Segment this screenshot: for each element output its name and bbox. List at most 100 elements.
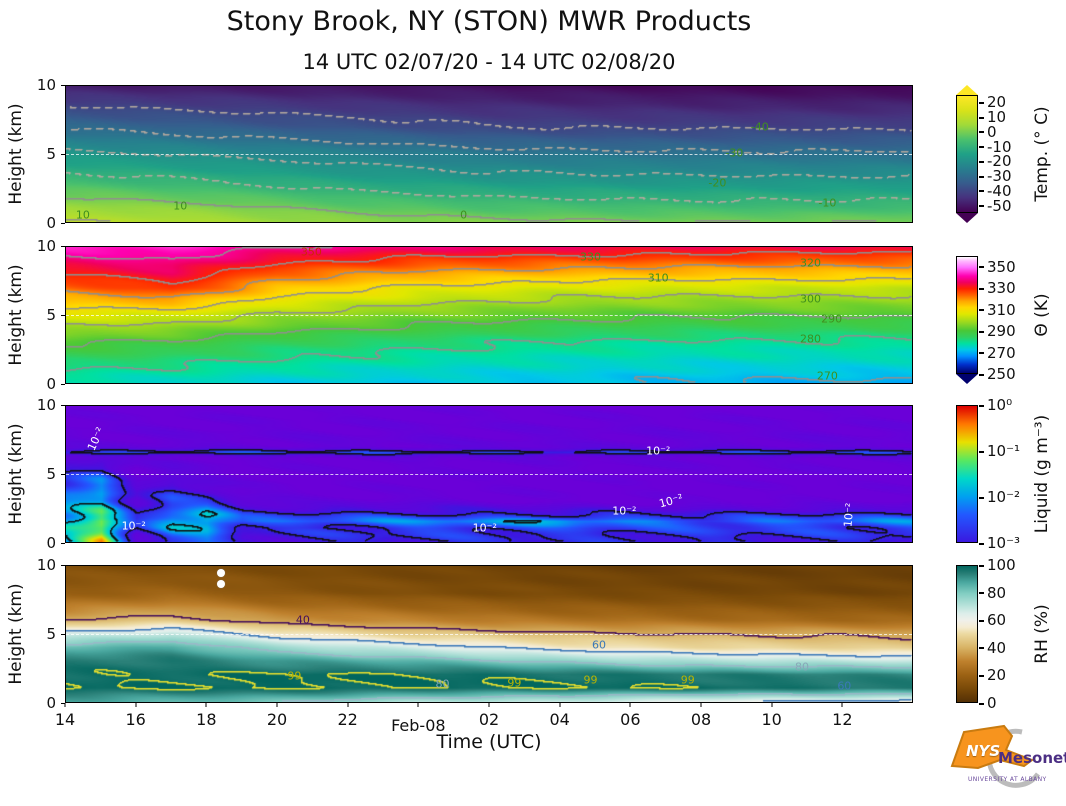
y-tick-label: 0: [46, 534, 56, 552]
colorbar-tick-label: 310: [979, 301, 1016, 319]
x-tick-label: 12: [832, 710, 853, 729]
colorbar-tick-label: 80: [979, 584, 1006, 602]
colorbar-gradient: [956, 256, 978, 374]
colorbar-tick-label: -20: [979, 152, 1012, 170]
x-tick-label: 16: [125, 710, 146, 729]
colorbar-ticks: 10⁰ 10⁻¹ 10⁻² 10⁻³: [956, 396, 1026, 552]
y-tick-mark: [61, 474, 65, 475]
x-tick-mark: [629, 703, 631, 707]
x-tick-mark: [488, 703, 490, 707]
x-tick-label: 04: [549, 710, 570, 729]
colorbar-tick-label: 330: [979, 279, 1016, 297]
colorbar-tick-label: 10: [979, 108, 1006, 126]
x-tick-label: 14: [54, 710, 76, 729]
colorbar-tick-label: 60: [979, 611, 1006, 629]
rh-heatmap-canvas: [66, 566, 912, 702]
y-tick-mark: [61, 634, 65, 635]
x-tick-label: 22: [337, 710, 358, 729]
y-tick-label: 10: [36, 237, 56, 255]
colorbar-ticks: 100 80 60 40 20 0: [956, 556, 1026, 712]
panel-theta: Height (km) 10 5 0 350 330 320 310 300 290 280 27…: [0, 237, 1066, 393]
colorbar-label: RH (%): [1032, 604, 1052, 664]
colorbar-gradient: [956, 95, 978, 213]
y-tick-label: 0: [46, 375, 56, 393]
colorbar-tick-label: 10⁻²: [979, 488, 1020, 506]
colorbar-tick-label: 350: [979, 258, 1016, 276]
colorbar-tick-label: 270: [979, 344, 1016, 362]
x-tick-mark: [771, 703, 773, 707]
y-tick-mark: [61, 223, 65, 224]
y-tick-label: 10: [36, 556, 56, 574]
y-tick-mark: [61, 405, 65, 406]
y-tick-mark: [61, 315, 65, 316]
colorbar-tick-label: 10⁻¹: [979, 442, 1020, 460]
x-tick-label: 08: [690, 710, 712, 729]
y-tick-label: 10: [36, 396, 56, 414]
figure-title: Stony Brook, NY (STON) MWR Products: [226, 6, 752, 37]
y-tick-mark: [61, 703, 65, 704]
colorbar-tick-label: 40: [979, 639, 1006, 657]
y-tick-mark: [61, 246, 65, 247]
rh-colorbar: 100 80 60 40 20 0 RH (%): [956, 556, 1066, 712]
x-axis-label: Time (UTC): [436, 731, 542, 753]
y-axis-ticks: 10 5 0: [0, 76, 65, 232]
logo-name-text: Mesonet: [998, 749, 1066, 767]
colorbar-gradient: [956, 405, 978, 543]
colorbar-arrow-top: [956, 246, 978, 256]
x-tick-label: Feb-08: [391, 716, 446, 735]
logo-org-text: NYS: [966, 742, 1001, 760]
rh-plot-area: 40 60 60 99 80 99 99 99 80: [65, 565, 913, 703]
y-tick-mark: [61, 384, 65, 385]
colorbar-tick-label: 0: [979, 694, 997, 712]
colorbar-tick-label: 10⁰: [979, 396, 1012, 414]
x-tick-label: 18: [196, 710, 217, 729]
figure-subtitle: 14 UTC 02/07/20 - 14 UTC 02/08/20: [302, 50, 676, 74]
y-tick-label: 10: [36, 76, 56, 94]
y-axis-ticks: 10 5 0: [0, 556, 65, 712]
colorbar-arrow-top: [956, 85, 978, 95]
y-tick-label: 5: [46, 465, 56, 483]
colorbar-label: Θ (K): [1032, 293, 1052, 337]
colorbar-tick-label: 20: [979, 93, 1006, 111]
colorbar-label: Temp. (° C): [1032, 106, 1052, 202]
y-axis-ticks: 10 5 0: [0, 237, 65, 393]
y-tick-label: 0: [46, 694, 56, 712]
liquid-plot-area: 10⁻² 10⁻² 10⁻² 10⁻² 10⁻² 10⁻² 10⁻²: [65, 405, 913, 543]
colorbar-arrow-bottom: [956, 374, 978, 384]
panel-liquid: Height (km) 10 5 0 10⁻² 10⁻² 10⁻² 10⁻² 10⁻² 10⁻…: [0, 396, 1066, 552]
colorbar-tick-label: -10: [979, 138, 1012, 156]
x-tick-mark: [64, 703, 66, 707]
ny-state-shape: [950, 724, 1035, 770]
colorbar-label: Liquid (g m⁻³): [1032, 414, 1052, 534]
colorbar-tick-label: -50: [979, 197, 1012, 215]
liquid-colorbar: 10⁰ 10⁻¹ 10⁻² 10⁻³ Liquid (g m⁻³): [956, 396, 1066, 552]
colorbar-tick-label: 250: [979, 365, 1016, 383]
y-tick-mark: [61, 543, 65, 544]
y-tick-mark: [61, 565, 65, 566]
panel-rh: Height (km) 10 5 0 40 60 60 99 80 99 99 99 80 100 8…: [0, 556, 1066, 712]
temperature-heatmap-canvas: [66, 86, 912, 222]
colorbar-tick-label: 20: [979, 666, 1006, 684]
y-tick-label: 5: [46, 625, 56, 643]
colorbar-ticks: 350 330 310 290 270 250: [956, 256, 1026, 383]
x-tick-mark: [276, 703, 278, 707]
x-tick-label: 02: [478, 710, 500, 729]
theta-plot-area: 350 330 320 310 300 290 280 270: [65, 246, 913, 384]
temperature-plot-area: 10 10 0 -10 -20 -30 -40: [65, 85, 913, 223]
y-tick-mark: [61, 85, 65, 86]
liquid-heatmap-canvas: [66, 406, 912, 542]
colorbar-tick-label: 0: [979, 123, 997, 141]
colorbar-tick-label: 290: [979, 322, 1016, 340]
x-tick-mark: [841, 703, 843, 707]
x-axis-ticks: 14 16 18 20 22 Feb-08 02 04 06 08 10 12: [55, 703, 913, 741]
y-tick-label: 5: [46, 306, 56, 324]
x-tick-mark: [347, 703, 349, 707]
theta-colorbar: 350 330 310 290 270 250 Θ (K): [956, 246, 1066, 384]
y-tick-label: 5: [46, 145, 56, 163]
logo-tagline-text: UNIVERSITY AT ALBANY: [968, 776, 1047, 783]
x-tick-label: 10: [761, 710, 782, 729]
colorbar-tick-label: 10⁻³: [979, 534, 1020, 552]
x-tick-mark: [417, 703, 419, 707]
y-tick-label: 0: [46, 214, 56, 232]
